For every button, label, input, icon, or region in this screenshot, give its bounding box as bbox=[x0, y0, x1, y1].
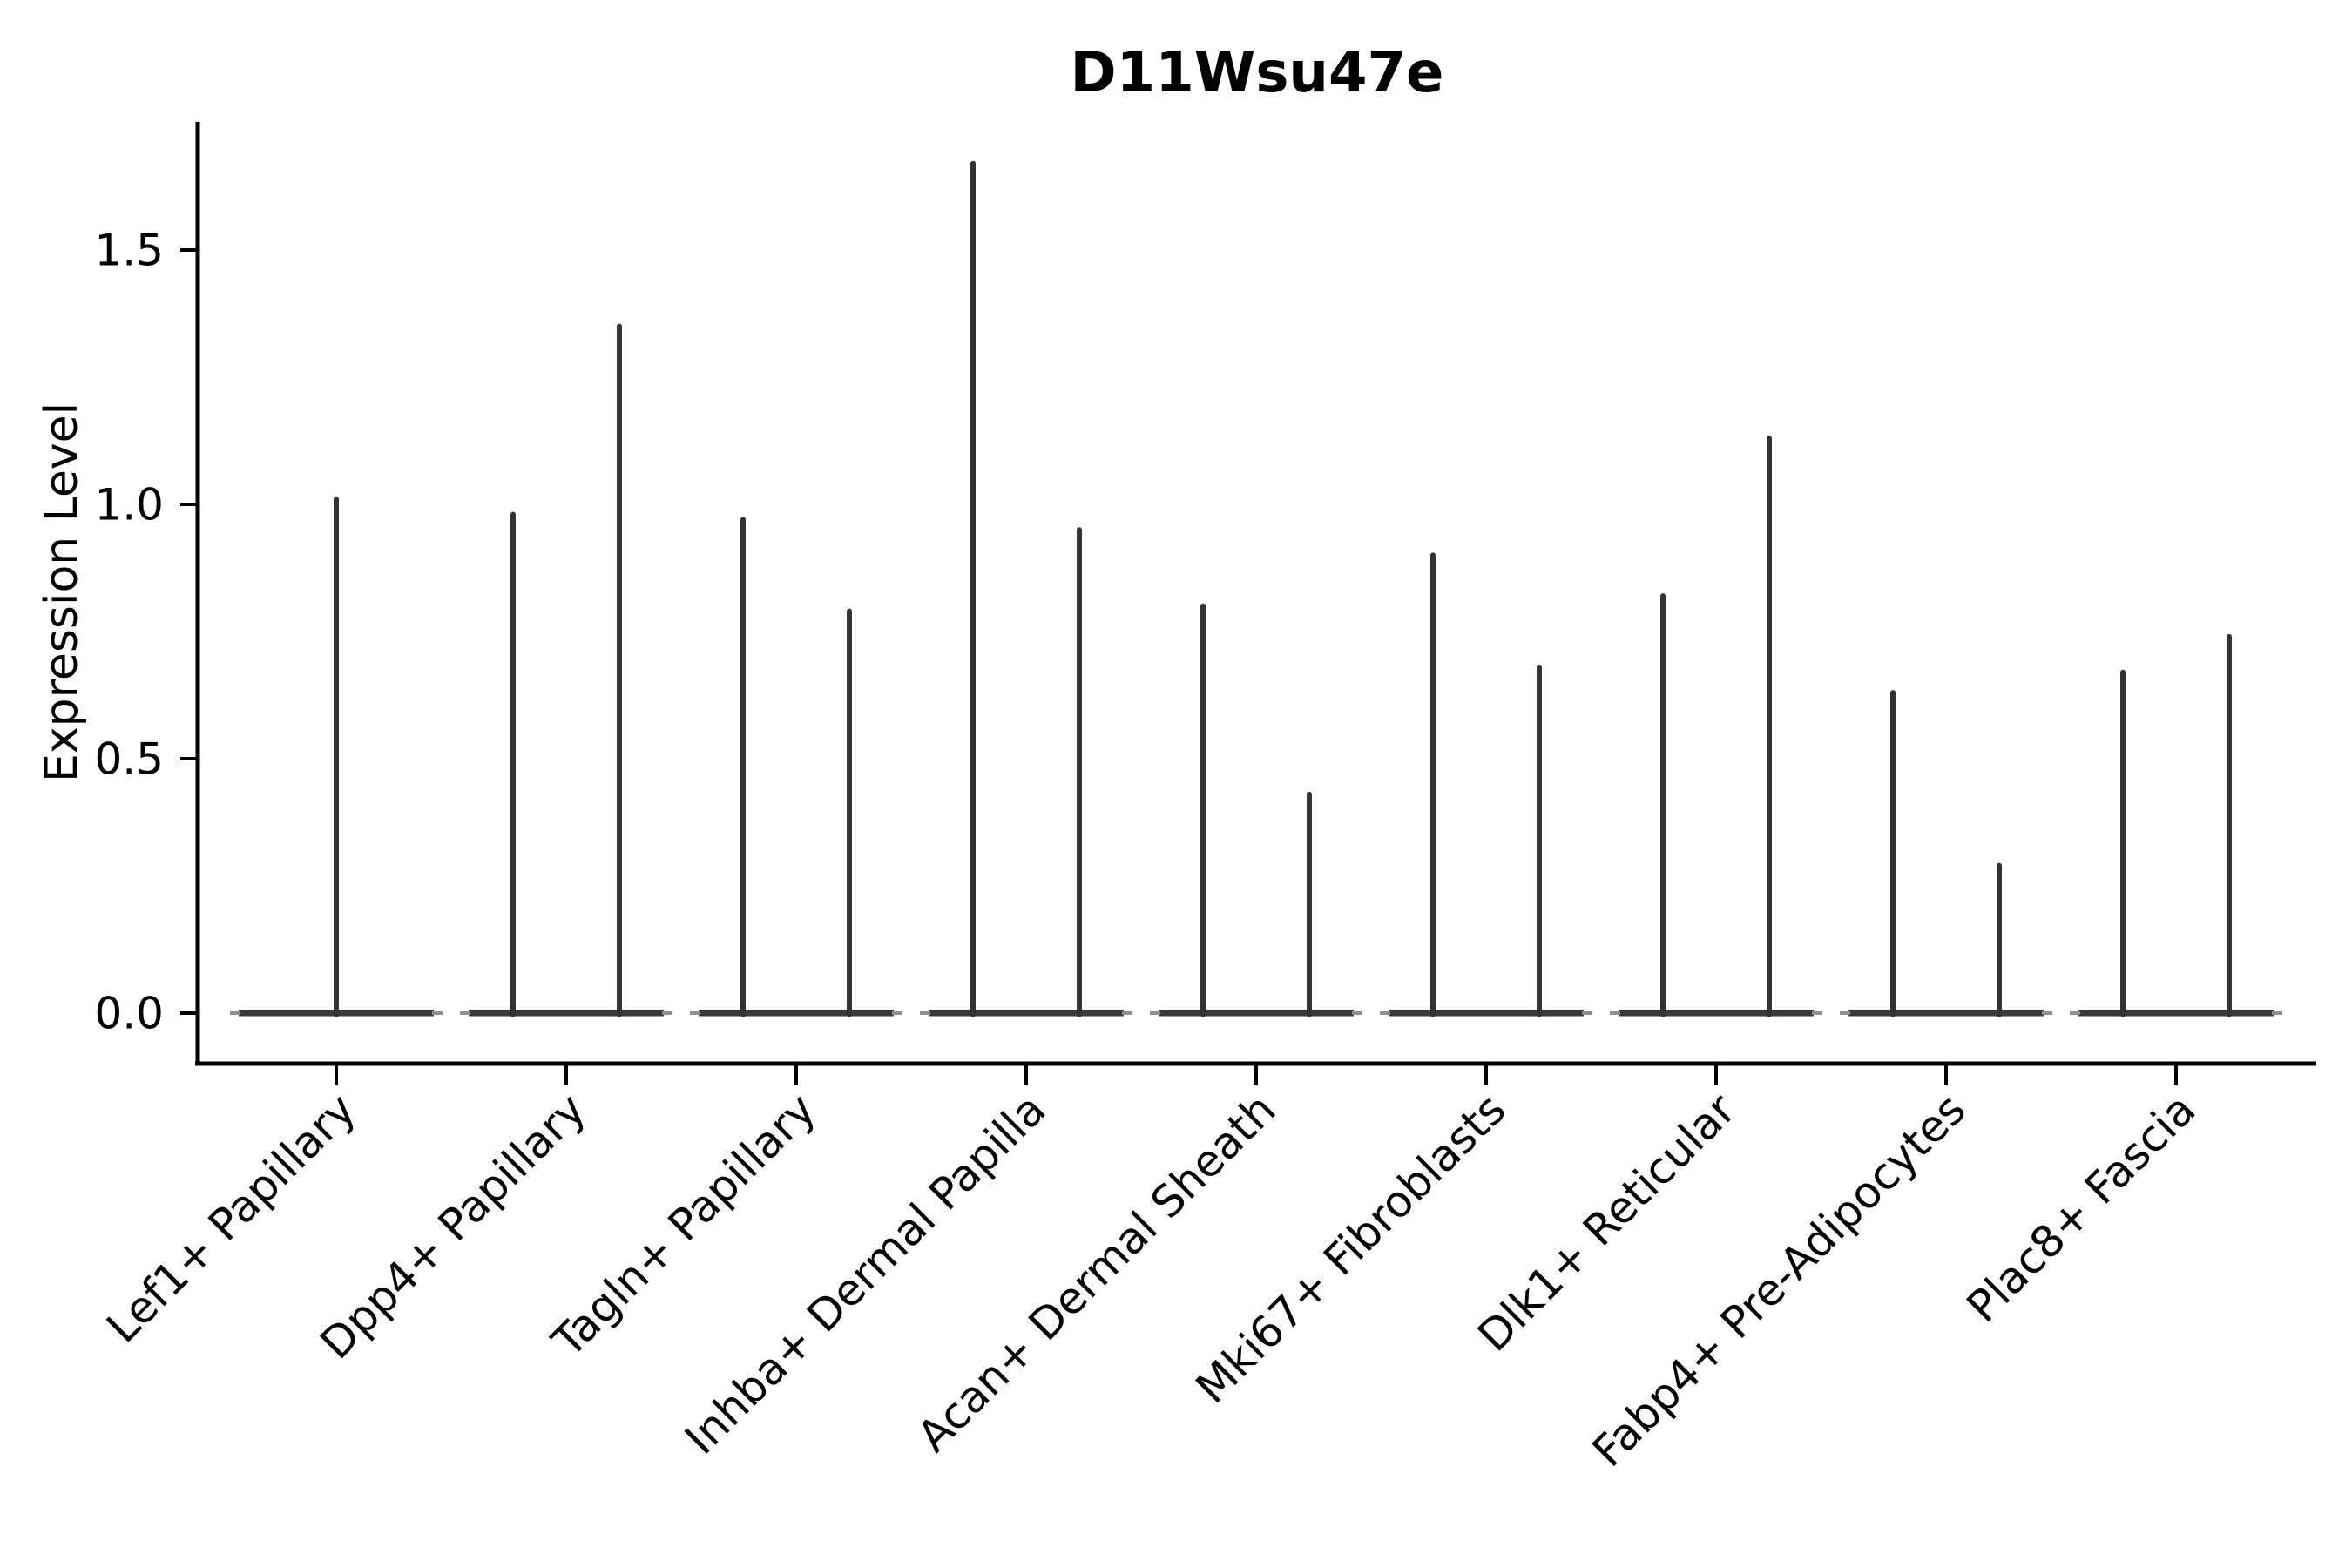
violins-layer bbox=[230, 160, 2282, 1017]
y-axis-label: Expression Level bbox=[36, 402, 88, 782]
y-axis-ticks: 0.0 0.5 1.0 1.5 bbox=[94, 226, 198, 1039]
x-tick-label: Lef1+ Papillary bbox=[97, 1084, 365, 1352]
y-tick-label: 1.0 bbox=[94, 480, 164, 531]
x-tick-label: Fabp4+ Pre-Adipocytes bbox=[1583, 1084, 1976, 1477]
chart-title: D11Wsu47e bbox=[1071, 41, 1444, 105]
y-tick-label: 0.0 bbox=[94, 989, 164, 1039]
y-tick-label: 1.5 bbox=[94, 226, 164, 276]
y-tick-label: 0.5 bbox=[94, 734, 164, 785]
x-tick-label: Plac8+ Fascia bbox=[1957, 1084, 2206, 1332]
